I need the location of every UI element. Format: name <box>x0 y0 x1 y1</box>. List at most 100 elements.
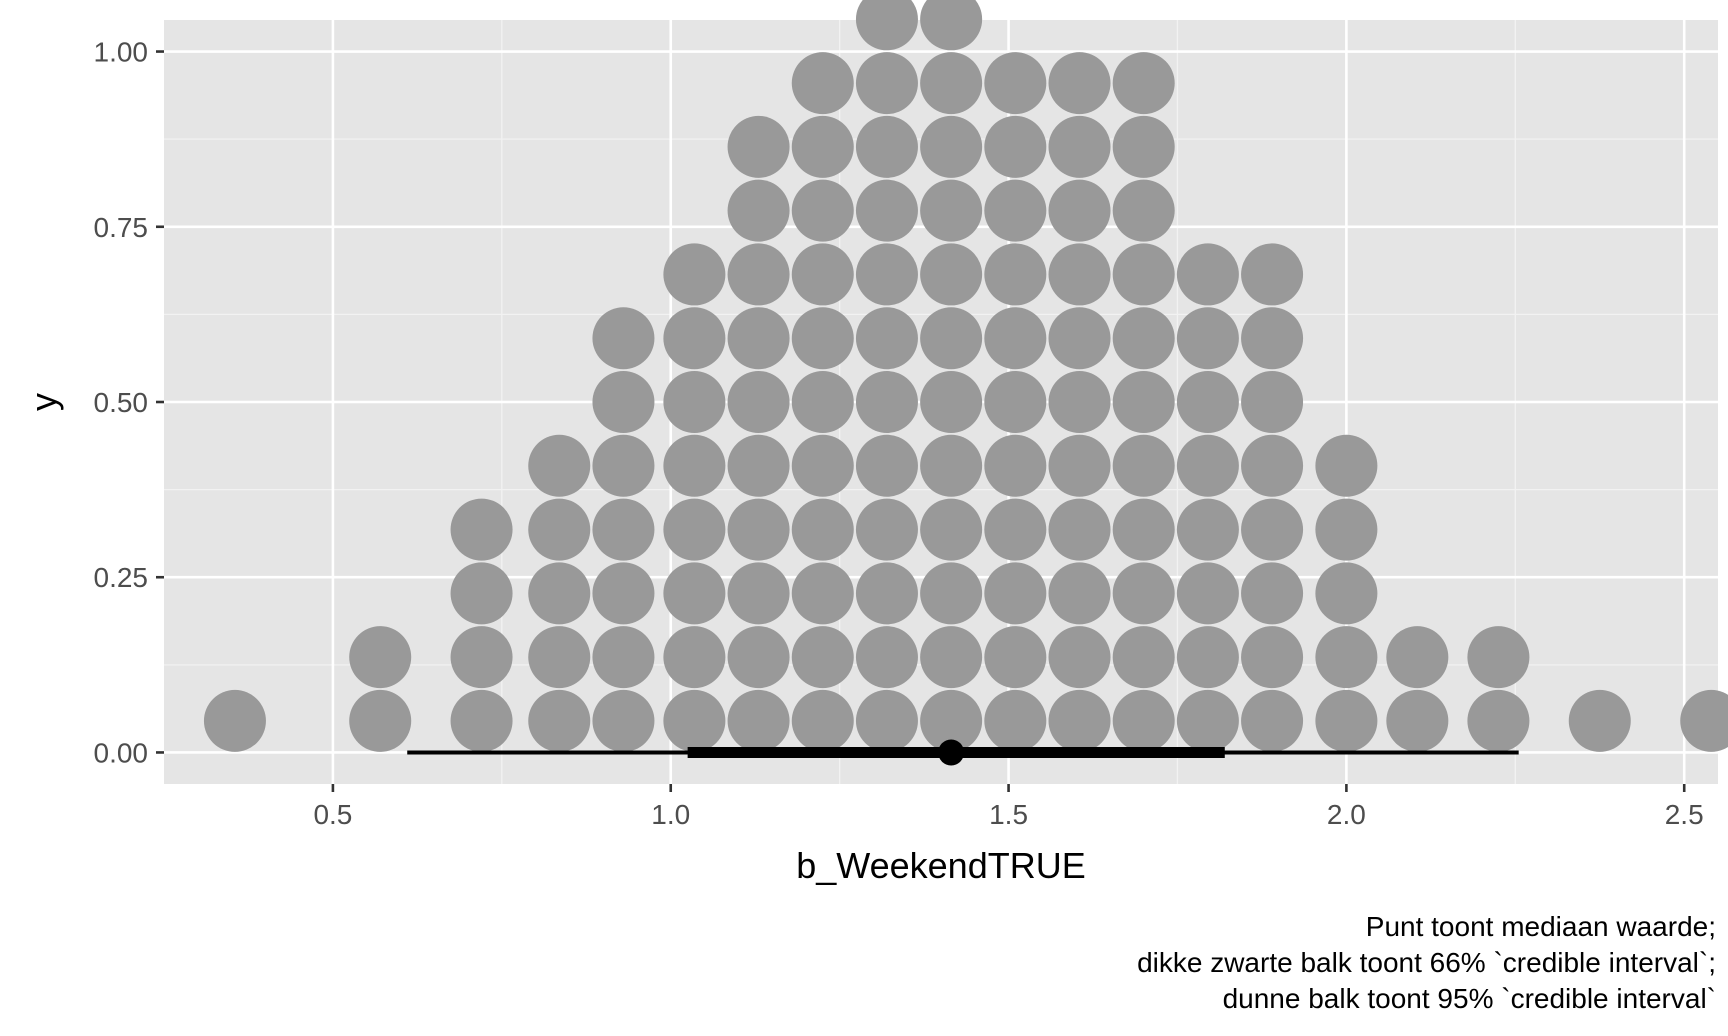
dot <box>663 434 726 497</box>
dot <box>1241 371 1304 433</box>
dot <box>1048 562 1111 625</box>
dot <box>984 498 1047 561</box>
dot <box>528 498 591 561</box>
dot <box>1568 689 1631 752</box>
dot <box>450 498 513 561</box>
dot <box>1176 307 1239 370</box>
dot <box>727 562 790 625</box>
dot <box>1048 626 1111 689</box>
dot <box>920 689 983 752</box>
caption-line-1: Punt toont mediaan waarde; <box>1366 911 1716 942</box>
y-tick-label: 0.50 <box>94 387 149 418</box>
dot <box>727 307 790 370</box>
dot <box>855 498 918 561</box>
dot <box>1112 52 1175 115</box>
dot <box>855 626 918 689</box>
dot <box>984 371 1047 433</box>
dot <box>1048 115 1111 178</box>
dot <box>1176 626 1239 689</box>
dot <box>1048 179 1111 242</box>
axes: 0.5 1.0 1.5 2.0 2.5 0.00 0.25 0.50 0.75 1.00 <box>94 37 1704 830</box>
dot <box>984 434 1047 497</box>
dot <box>984 243 1047 306</box>
dot <box>920 626 983 689</box>
dot <box>349 689 412 752</box>
dot <box>727 243 790 306</box>
dot <box>1112 689 1175 752</box>
dot <box>592 307 655 370</box>
dot <box>984 689 1047 752</box>
dot <box>984 562 1047 625</box>
dot <box>791 498 854 561</box>
dot <box>1112 626 1175 689</box>
dot <box>984 52 1047 115</box>
dot <box>663 307 726 370</box>
dot <box>855 371 918 433</box>
x-tick-label: 2.5 <box>1665 799 1704 830</box>
dot <box>528 689 591 752</box>
dot <box>855 434 918 497</box>
dot <box>920 52 983 115</box>
dot <box>592 562 655 625</box>
x-tick-label: 0.5 <box>313 799 352 830</box>
dot <box>1386 689 1449 752</box>
dot <box>791 562 854 625</box>
dot <box>791 115 854 178</box>
dot <box>1315 562 1378 625</box>
dot <box>592 689 655 752</box>
x-tick-label: 2.0 <box>1327 799 1366 830</box>
dot-stacks <box>203 0 1728 752</box>
dot <box>450 562 513 625</box>
dot <box>1241 626 1304 689</box>
y-tick-label: 0.25 <box>94 562 149 593</box>
dot <box>450 689 513 752</box>
dot <box>203 689 266 752</box>
dot <box>1176 371 1239 433</box>
dot <box>1048 243 1111 306</box>
dot <box>663 243 726 306</box>
dot <box>592 626 655 689</box>
interval-bars <box>407 739 1519 766</box>
dot <box>1112 179 1175 242</box>
dot <box>1112 434 1175 497</box>
dot <box>791 371 854 433</box>
dot <box>1315 434 1378 497</box>
y-tick-label: 0.75 <box>94 212 149 243</box>
dot <box>727 689 790 752</box>
dot <box>920 179 983 242</box>
dot <box>984 307 1047 370</box>
dot <box>663 371 726 433</box>
caption-line-2: dikke zwarte balk toont 66% `credible in… <box>1137 947 1716 978</box>
dot <box>450 626 513 689</box>
dot <box>528 626 591 689</box>
dot <box>791 689 854 752</box>
dot <box>727 179 790 242</box>
dot <box>727 371 790 433</box>
dot <box>1315 689 1378 752</box>
dot <box>1048 307 1111 370</box>
y-tick-label: 0.00 <box>94 737 149 768</box>
dot <box>349 626 412 689</box>
dot <box>592 371 655 433</box>
dot <box>1241 689 1304 752</box>
dot <box>1112 243 1175 306</box>
dot <box>1241 243 1304 306</box>
dot <box>1176 498 1239 561</box>
dot <box>855 179 918 242</box>
dot <box>1176 434 1239 497</box>
x-axis-title: b_WeekendTRUE <box>796 845 1085 886</box>
dot <box>920 0 983 51</box>
dot <box>1112 498 1175 561</box>
dot <box>920 115 983 178</box>
x-tick-label: 1.5 <box>989 799 1028 830</box>
dot <box>1048 689 1111 752</box>
dot <box>663 626 726 689</box>
dot <box>1176 243 1239 306</box>
dot <box>1112 307 1175 370</box>
dot <box>1176 562 1239 625</box>
dot <box>592 498 655 561</box>
dot <box>528 434 591 497</box>
dot <box>1315 626 1378 689</box>
dot <box>1048 434 1111 497</box>
